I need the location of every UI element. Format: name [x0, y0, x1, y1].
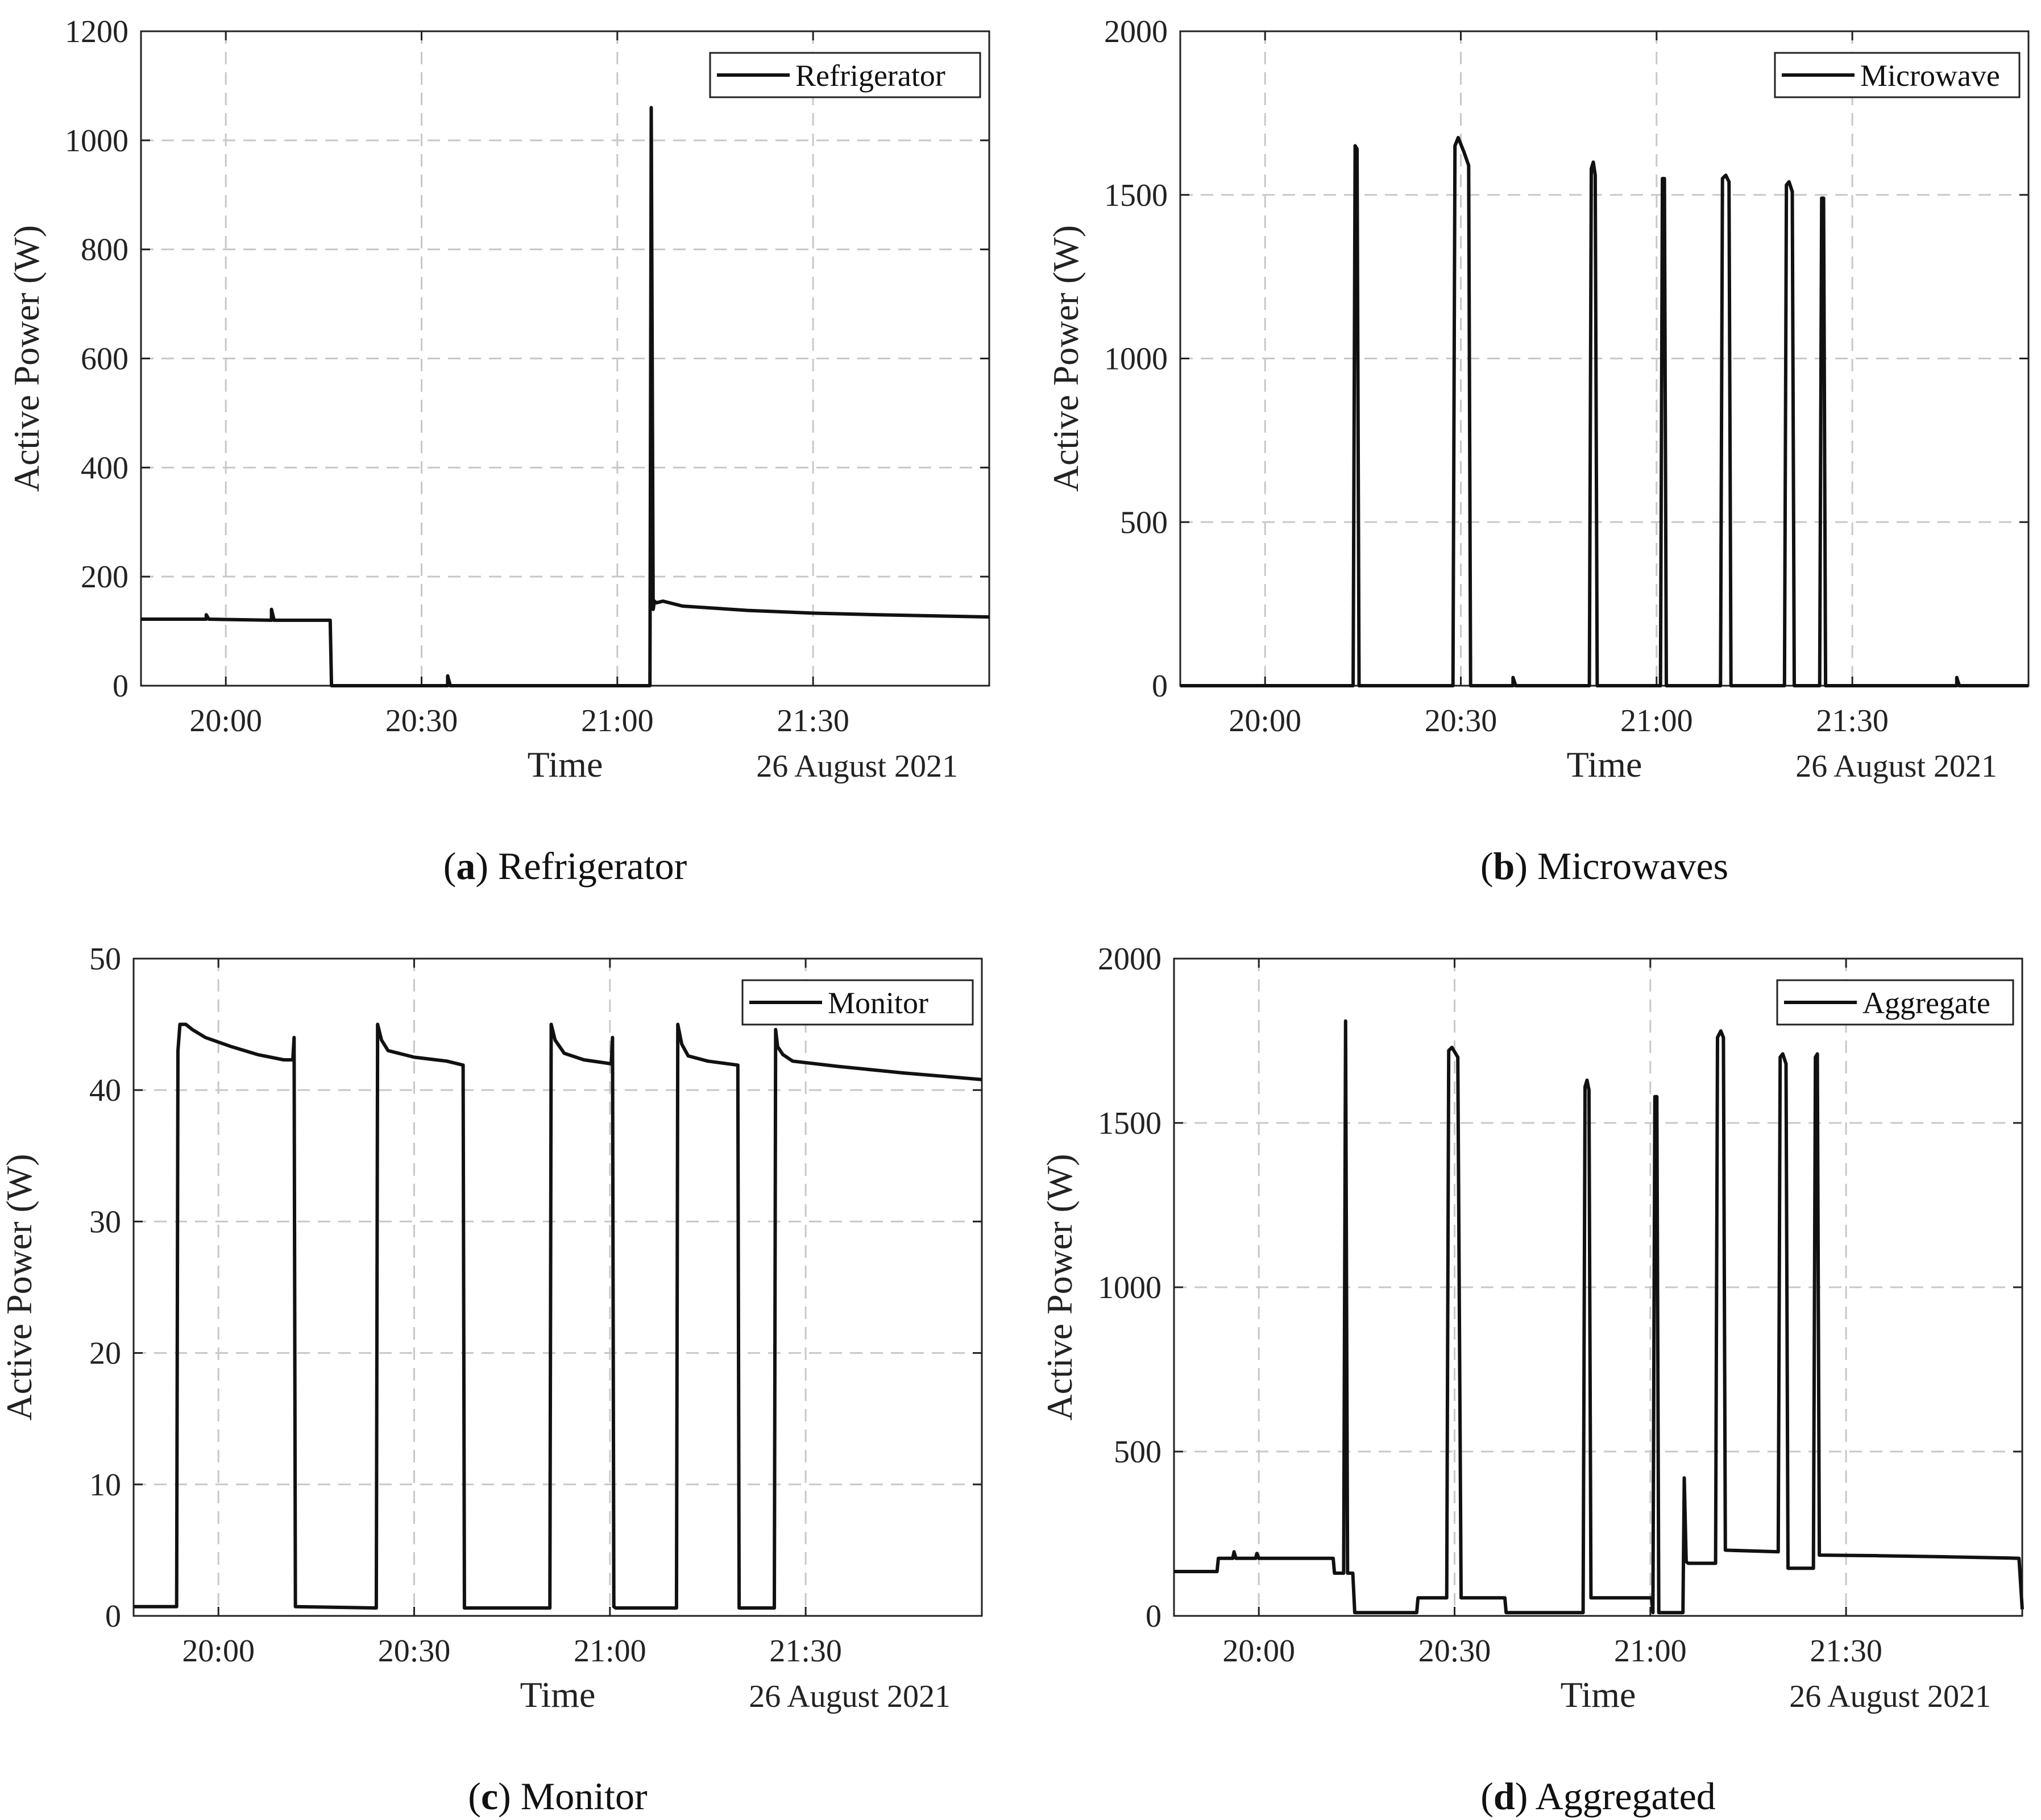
date-label: 26 August 2021 [756, 749, 958, 784]
y-tick-label: 1500 [1104, 178, 1168, 213]
x-tick-label: 21:00 [1620, 703, 1693, 739]
y-tick-label: 1000 [65, 123, 128, 159]
panel-caption: (a) Refrigerator [443, 844, 687, 888]
y-axis-title: Active Power (W) [0, 1154, 39, 1420]
x-tick-label: 21:00 [1614, 1634, 1687, 1669]
caption-text: ) Refrigerator [475, 844, 687, 888]
x-tick-label: 20:00 [189, 703, 262, 739]
y-tick-label: 2000 [1098, 942, 1161, 977]
x-axis-title: Time [520, 1674, 596, 1715]
x-tick-label: 21:30 [777, 703, 849, 739]
caption-paren: ( [1480, 844, 1494, 888]
x-axis-title: Time [1567, 744, 1642, 785]
x-tick-label: 20:30 [378, 1634, 451, 1669]
x-tick-label: 20:00 [182, 1634, 255, 1669]
y-axis-title: Active Power (W) [1046, 225, 1086, 492]
y-tick-label: 1000 [1098, 1270, 1161, 1305]
caption-text: ) Monitor [498, 1775, 648, 1818]
chart-panel-b: 0 500 1000 1500 2000 20:00 20:30 21:00 21:30 Acti… [1046, 14, 2030, 888]
caption-text: ) Aggregated [1515, 1775, 1716, 1818]
legend-label: Aggregate [1862, 986, 1990, 1020]
y-tick-label: 500 [1120, 505, 1168, 540]
y-tick-label: 200 [81, 559, 128, 595]
x-tick-label: 21:30 [1816, 703, 1889, 739]
legend: Microwave [1774, 52, 2021, 98]
y-tick-label: 30 [89, 1204, 121, 1239]
x-tick-label: 20:30 [1418, 1634, 1491, 1669]
y-tick-label: 400 [81, 450, 128, 486]
y-axis-title: Active Power (W) [1039, 1154, 1080, 1420]
x-tick-label: 20:30 [1425, 703, 1497, 739]
legend: Aggregate [1776, 979, 2014, 1026]
caption-text: ) Microwaves [1515, 844, 1728, 888]
panel-caption: (c) Monitor [468, 1775, 648, 1818]
chart-panel-d: 0 500 1000 1500 2000 20:00 20:30 21:00 21:30 Acti… [1039, 942, 2024, 1818]
series-line-microwave [1180, 136, 2028, 687]
legend-label: Microwave [1860, 59, 2000, 93]
y-tick-label: 1000 [1104, 342, 1168, 377]
caption-paren: ( [468, 1775, 481, 1818]
caption-label: a [456, 844, 475, 888]
y-tick-label: 0 [1146, 1599, 1161, 1634]
panel-caption: (b) Microwaves [1480, 844, 1728, 888]
date-label: 26 August 2021 [1789, 1679, 1991, 1714]
y-axis-title: Active Power (W) [6, 225, 47, 492]
x-tick-label: 21:00 [581, 703, 654, 739]
y-tick-label: 0 [105, 1599, 121, 1634]
y-tick-label: 2000 [1104, 14, 1168, 49]
y-tick-label: 50 [89, 942, 121, 977]
x-tick-label: 20:00 [1229, 703, 1301, 739]
legend: Refrigerator [709, 52, 981, 98]
y-tick-label: 1200 [65, 14, 128, 49]
x-tick-label: 20:00 [1222, 1634, 1295, 1669]
series-line-aggregate [1174, 1019, 2024, 1615]
caption-paren: ( [443, 844, 457, 888]
x-axis-title: Time [1561, 1674, 1636, 1715]
x-axis-title: Time [528, 744, 603, 785]
y-tick-label: 20 [89, 1336, 121, 1371]
y-tick-label: 10 [89, 1467, 121, 1503]
x-tick-label: 20:30 [385, 703, 458, 739]
y-tick-label: 500 [1114, 1435, 1161, 1470]
panel-caption: (d) Aggregated [1480, 1775, 1716, 1818]
legend-label: Monitor [828, 986, 928, 1020]
x-tick-label: 21:30 [769, 1634, 842, 1669]
caption-label: c [481, 1775, 498, 1818]
y-tick-label: 1500 [1098, 1106, 1161, 1141]
series-line-refrigerator [141, 106, 990, 687]
series-line-monitor [134, 1022, 982, 1610]
legend: Monitor [741, 979, 974, 1026]
y-tick-label: 0 [113, 669, 128, 704]
caption-label: b [1494, 844, 1515, 888]
y-tick-label: 40 [89, 1073, 121, 1108]
y-tick-label: 0 [1152, 669, 1168, 704]
y-tick-label: 800 [81, 233, 128, 268]
date-label: 26 August 2021 [749, 1679, 951, 1714]
caption-label: d [1494, 1775, 1515, 1818]
x-tick-label: 21:30 [1810, 1634, 1882, 1669]
legend-label: Refrigerator [795, 59, 945, 93]
y-tick-label: 600 [81, 342, 128, 377]
plot-frame [132, 957, 983, 1617]
date-label: 26 August 2021 [1795, 749, 1997, 784]
x-tick-label: 21:00 [574, 1634, 646, 1669]
chart-panel-a: 0 200 400 600 800 1000 1200 20:00 20:30 21:00 21:3… [6, 14, 990, 888]
caption-paren: ( [1480, 1775, 1494, 1818]
chart-panel-c: 0 10 20 30 40 50 20:00 20:30 21:00 21:30 Active Po… [0, 942, 983, 1818]
